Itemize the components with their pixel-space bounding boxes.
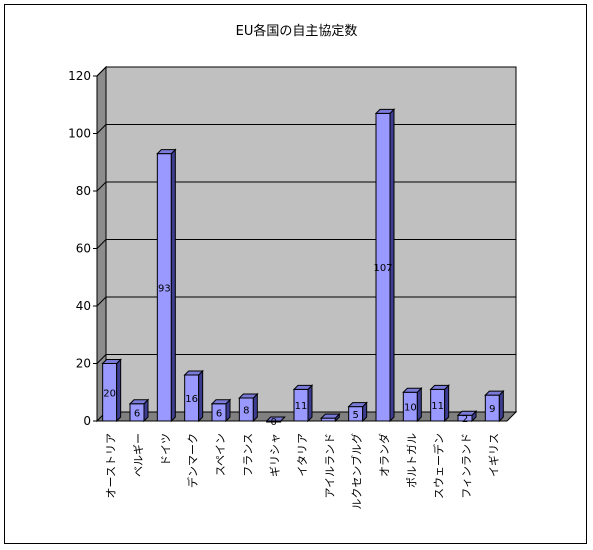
y-tick-label: 100 xyxy=(68,127,91,141)
x-tick-label: デンマーク xyxy=(186,433,200,488)
data-label: 6 xyxy=(216,408,222,419)
bar-side xyxy=(170,148,176,423)
bar-top xyxy=(320,413,341,419)
chart-title: EU各国の自主協定数 xyxy=(235,24,358,39)
bar-top xyxy=(210,399,232,405)
bar-top xyxy=(374,108,396,114)
gridline-side xyxy=(96,181,107,192)
x-tick-label: ドイツ xyxy=(159,433,172,466)
bar-side xyxy=(198,369,204,423)
y-tick-label: 20 xyxy=(76,357,91,371)
data-label: 5 xyxy=(352,410,358,421)
gridline-side xyxy=(96,66,107,77)
x-tick-label: ギリシャ xyxy=(269,433,282,477)
y-tick-label: 40 xyxy=(76,299,91,313)
data-label: 11 xyxy=(431,401,444,412)
x-tick-label: スウェーデン xyxy=(432,433,446,499)
data-label: 107 xyxy=(373,263,392,274)
x-tick-label: ポルトガル xyxy=(405,433,418,488)
data-label: 6 xyxy=(134,408,140,419)
data-label: 2 xyxy=(462,414,468,425)
gridline-side xyxy=(96,354,107,364)
bar-side xyxy=(416,387,422,423)
data-label: 0 xyxy=(270,417,276,428)
x-tick-label: オランダ xyxy=(377,433,391,477)
bar-top xyxy=(402,387,423,393)
data-label: 11 xyxy=(295,401,308,412)
data-label: 16 xyxy=(185,394,198,405)
data-label: 20 xyxy=(103,388,116,399)
bar-side xyxy=(444,384,450,423)
y-tick-label: 0 xyxy=(83,414,91,428)
y-tick-label: 120 xyxy=(68,69,91,83)
bar-top xyxy=(156,149,177,155)
chart-frame xyxy=(4,4,587,544)
bar-top xyxy=(456,410,478,416)
x-tick-label: アイルランド xyxy=(323,433,336,498)
x-tick-label: フィンランド xyxy=(460,433,473,499)
data-label: 93 xyxy=(158,283,171,294)
bar-top xyxy=(347,402,368,408)
gridline-side xyxy=(96,124,107,134)
bar-top xyxy=(265,416,286,422)
bar-top xyxy=(183,370,204,376)
y-tick-label: 80 xyxy=(76,184,91,198)
bar-side xyxy=(116,358,122,423)
x-tick-label: フランス xyxy=(241,433,254,477)
data-label: 9 xyxy=(489,404,495,415)
bar-top xyxy=(128,399,150,405)
bar-top xyxy=(429,384,450,390)
bar-side xyxy=(498,389,504,423)
x-tick-label: ルクセンブルグ xyxy=(350,433,364,510)
x-tick-label: オーストリア xyxy=(105,433,118,498)
x-tick-label: ベルギー xyxy=(132,433,145,477)
bar-top xyxy=(292,384,314,390)
gridline-side xyxy=(96,239,107,249)
data-label: 8 xyxy=(243,406,249,417)
bar-side xyxy=(307,384,313,423)
bar-top xyxy=(238,393,259,399)
x-tick-label: イタリア xyxy=(296,433,309,477)
gridline-side xyxy=(96,296,107,307)
data-label: 10 xyxy=(404,403,417,414)
bar-top xyxy=(101,359,122,364)
bar-top xyxy=(484,390,505,396)
y-tick-label: 60 xyxy=(76,242,91,256)
x-tick-label: スペイン xyxy=(214,433,227,476)
x-tick-label: イギリス xyxy=(487,433,500,477)
